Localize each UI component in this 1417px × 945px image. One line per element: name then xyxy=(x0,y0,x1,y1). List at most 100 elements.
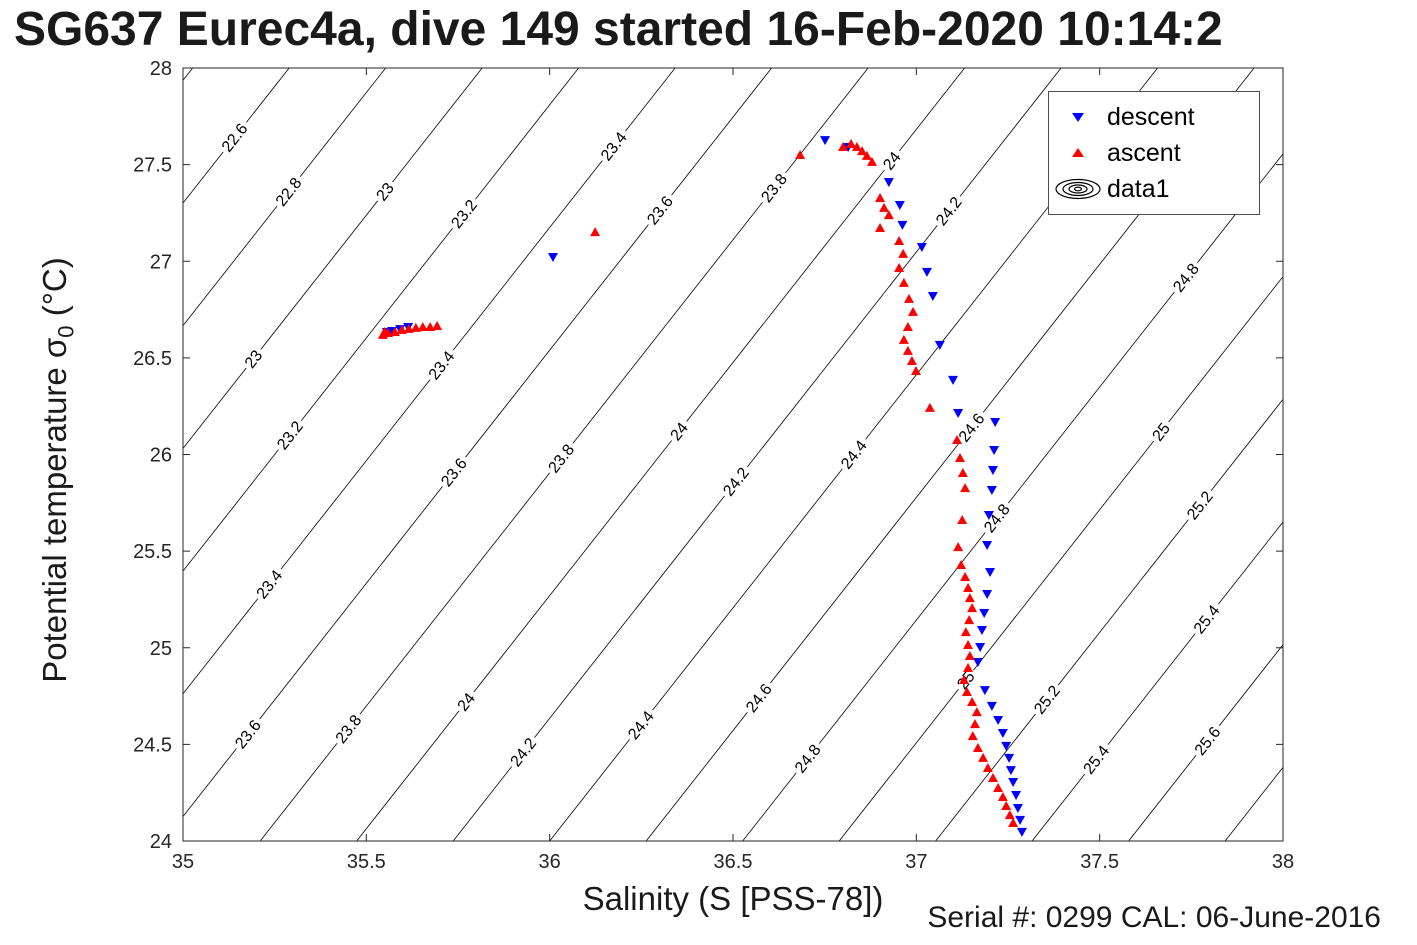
contour-label: 23.4 xyxy=(598,129,631,164)
y-tick-label: 25 xyxy=(150,638,172,660)
ascent-point xyxy=(964,651,975,661)
contour-line xyxy=(1224,767,1283,841)
contour-label: 24.6 xyxy=(743,681,776,716)
ascent-point xyxy=(957,515,968,525)
contour-label: 22.8 xyxy=(273,175,306,210)
ascent-point xyxy=(997,791,1008,801)
contour-line xyxy=(356,68,965,841)
descent-point xyxy=(883,178,894,188)
descent-point xyxy=(1011,791,1022,801)
ascent-point xyxy=(960,572,971,582)
ascent-point xyxy=(970,719,980,729)
ascent-point xyxy=(967,731,978,741)
ascent-point xyxy=(908,306,919,316)
triangle-down-icon xyxy=(1049,105,1107,129)
descent-point xyxy=(916,242,927,252)
ascent-point xyxy=(954,452,965,462)
contour-labels: 22.6 22.8 23 23 23.2 23.2 23.4 23.4 23.4 23.6 23.6… xyxy=(214,116,1229,782)
ascent-point xyxy=(956,560,967,570)
figure-title: SG637 Eurec4a, dive 149 started 16-Feb-2… xyxy=(14,3,1223,56)
descent-point xyxy=(987,465,998,475)
descent-point xyxy=(953,408,964,418)
ascent-point xyxy=(972,743,983,753)
ascent-point xyxy=(957,468,968,478)
descent-point xyxy=(990,418,1001,428)
ascent-point xyxy=(960,483,971,493)
ascent-point xyxy=(403,323,414,333)
legend-label: data1 xyxy=(1107,174,1170,203)
ascent-point xyxy=(993,783,1004,793)
descent-point xyxy=(986,701,997,711)
contour-line xyxy=(183,68,772,817)
ascent-point xyxy=(924,402,935,412)
serial-cal-note: Serial #: 0299 CAL: 06-June-2016 xyxy=(927,901,1381,934)
contour-line xyxy=(183,68,483,449)
descent-point xyxy=(979,686,990,696)
descent-point xyxy=(982,590,993,600)
contour-line xyxy=(183,68,193,81)
ascent-point xyxy=(902,345,913,355)
ascent-point xyxy=(961,687,972,697)
ascent-point xyxy=(1004,810,1015,820)
contour-line xyxy=(1031,521,1283,841)
ascent-point xyxy=(963,663,974,673)
ascent-point xyxy=(875,193,886,203)
ascent-point xyxy=(982,762,993,772)
ascent-point xyxy=(1008,818,1019,828)
x-tick-label: 37.5 xyxy=(1080,851,1119,873)
contour-label: 23.4 xyxy=(426,348,459,383)
descent-point xyxy=(934,340,945,350)
contour-label: 23.6 xyxy=(438,455,471,490)
descent-point xyxy=(1008,778,1019,788)
contour-line xyxy=(742,153,1283,841)
contour-line xyxy=(935,399,1283,841)
descent-point xyxy=(1001,741,1012,751)
triangle-up-icon xyxy=(1049,141,1107,165)
ascent-point xyxy=(960,627,971,637)
descent-point xyxy=(894,201,905,211)
descent-series xyxy=(381,136,1027,837)
contour-label: 24.8 xyxy=(1170,261,1203,296)
descent-point xyxy=(989,446,1000,456)
descent-point xyxy=(1015,815,1026,825)
ascent-point xyxy=(382,327,393,337)
ascent-point xyxy=(894,263,905,273)
ascent-point xyxy=(978,752,989,762)
descent-point xyxy=(982,540,993,550)
contour-label: 25 xyxy=(1150,420,1174,445)
ascent-point xyxy=(959,675,969,685)
descent-point xyxy=(997,728,1008,738)
axes-box: 35 35.5 36 36.5 37 37.5 38 24 24.5 25 25.5 26 26.5 27… xyxy=(133,58,1294,873)
descent-point xyxy=(976,625,987,635)
contour-rings-icon xyxy=(1049,177,1107,201)
descent-point xyxy=(1005,766,1016,776)
ascent-point xyxy=(967,603,978,613)
legend-label: ascent xyxy=(1107,138,1181,167)
ascent-point xyxy=(866,156,877,166)
legend-entry-descent: descent xyxy=(1049,99,1259,135)
ascent-point xyxy=(963,583,974,593)
ascent-point xyxy=(396,324,407,334)
descent-point xyxy=(979,608,990,618)
ascent-point xyxy=(851,142,862,152)
contour-line xyxy=(838,276,1283,841)
ascent-point xyxy=(971,707,982,717)
ascent-point xyxy=(964,593,975,603)
ascent-point xyxy=(861,150,872,160)
x-tick-label: 36.5 xyxy=(714,851,753,873)
ascent-point xyxy=(964,615,975,625)
ascent-point xyxy=(875,223,886,233)
contour-label: 24.2 xyxy=(720,465,753,500)
y-tick-label: 27.5 xyxy=(133,155,172,177)
contour-label: 23.2 xyxy=(448,197,481,232)
contour-line xyxy=(259,68,869,841)
ascent-point xyxy=(910,366,921,376)
descent-point xyxy=(1012,803,1023,813)
data-points xyxy=(377,136,1027,837)
contour-label: 23.8 xyxy=(546,441,579,476)
contour-label: 23.6 xyxy=(232,717,265,752)
contour-label: 24.8 xyxy=(981,501,1014,536)
descent-point xyxy=(983,510,994,520)
contour-label: 24 xyxy=(455,690,479,715)
